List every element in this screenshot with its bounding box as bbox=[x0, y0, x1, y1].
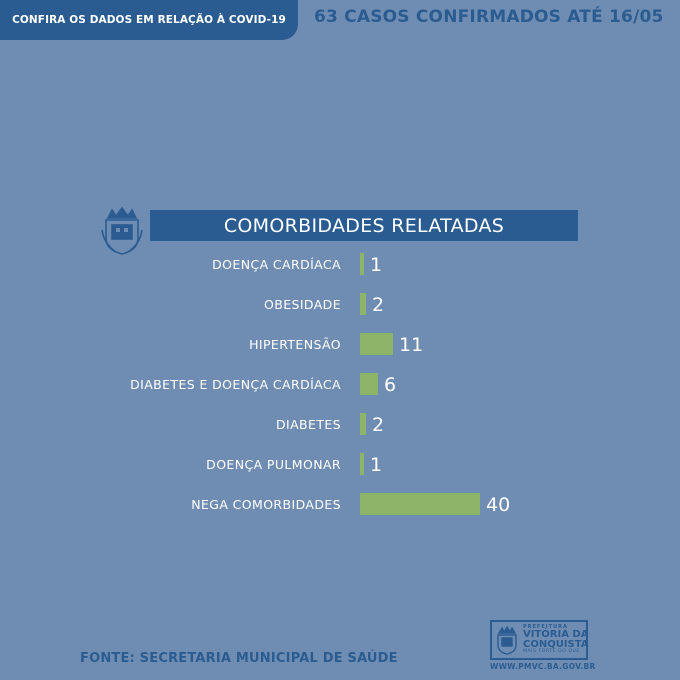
logo-city-line2: CONQUISTA bbox=[523, 639, 589, 651]
data-label: 1 bbox=[370, 454, 382, 476]
data-label: 6 bbox=[384, 374, 396, 396]
data-label: 2 bbox=[372, 414, 384, 436]
logo-prefeitura-text: PREFEITURA bbox=[523, 624, 568, 631]
logo-city-line1: VITÓRIA DA bbox=[523, 629, 589, 641]
category-label: NEGA COMORBIDADES bbox=[191, 497, 341, 512]
chart-title: COMORBIDADES RELATADAS bbox=[223, 214, 505, 237]
logo-tagline: MAIS FORTE DO QUE bbox=[523, 649, 580, 655]
category-label: OBESIDADE bbox=[264, 297, 341, 312]
bar bbox=[360, 253, 364, 275]
category-label: HIPERTENSÃO bbox=[249, 337, 341, 352]
data-label: 1 bbox=[370, 254, 382, 276]
prefeitura-logo: PREFEITURA VITÓRIA DA CONQUISTA MAIS FOR… bbox=[490, 620, 589, 660]
bar bbox=[360, 293, 366, 315]
website-url: WWW.PMVC.BA.GOV.BR bbox=[490, 662, 596, 671]
cases-headline: 63 CASOS CONFIRMADOS ATÉ 16/05 bbox=[314, 7, 664, 27]
bar bbox=[360, 453, 364, 475]
city-emblem-icon bbox=[497, 625, 517, 655]
data-label: 11 bbox=[399, 334, 423, 356]
bar bbox=[360, 373, 378, 395]
header-tab: CONFIRA OS DADOS EM RELAÇÃO À COVID-19 bbox=[0, 0, 298, 40]
category-label: DOENÇA PULMONAR bbox=[206, 457, 341, 472]
category-label: DIABETES E DOENÇA CARDÍACA bbox=[130, 377, 341, 392]
data-label: 2 bbox=[372, 294, 384, 316]
bar bbox=[360, 413, 366, 435]
chart-title-bar: COMORBIDADES RELATADAS bbox=[150, 210, 578, 241]
category-label: DIABETES bbox=[276, 417, 341, 432]
bar bbox=[360, 493, 480, 515]
city-crest-icon bbox=[101, 206, 143, 255]
source-note: FONTE: SECRETARIA MUNICIPAL DE SAÚDE bbox=[80, 651, 398, 666]
category-label: DOENÇA CARDÍACA bbox=[212, 257, 341, 272]
data-label: 40 bbox=[486, 494, 510, 516]
bar bbox=[360, 333, 393, 355]
header-tab-text: CONFIRA OS DADOS EM RELAÇÃO À COVID-19 bbox=[12, 14, 286, 26]
